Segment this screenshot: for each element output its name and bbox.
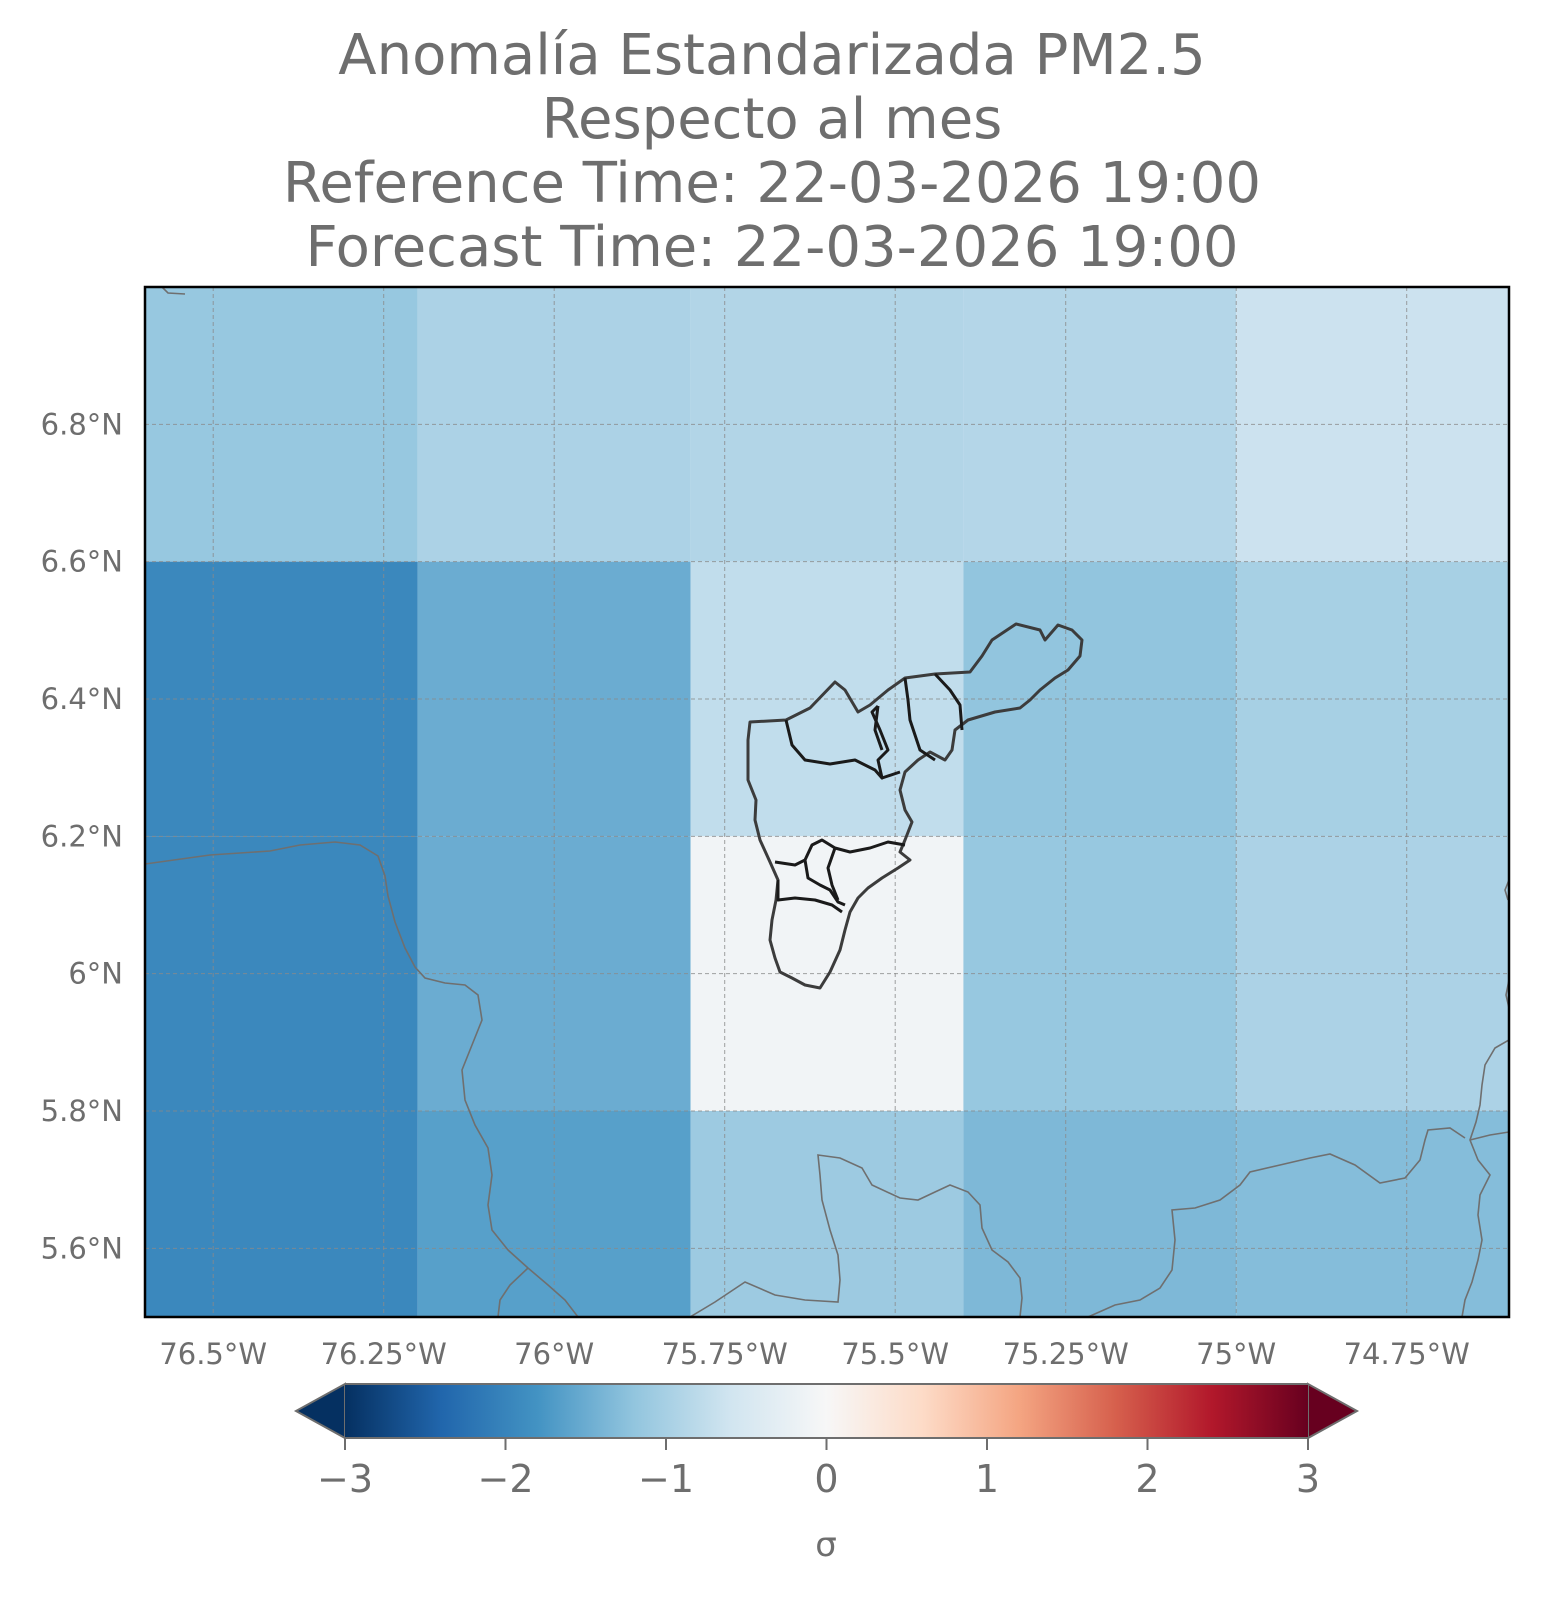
municipality-inner-north-5: [881, 770, 901, 780]
boundary-line-west: [145, 841, 529, 1269]
y-tick-label: 5.8°N: [41, 1094, 123, 1128]
x-tick-label: 76°W: [514, 1337, 594, 1371]
anomaly-cell: [145, 1111, 418, 1317]
boundary-line-south-1: [689, 1154, 1023, 1317]
colorbar-extend-high: [1307, 1382, 1360, 1440]
municipality-inner-north-4: [933, 672, 964, 731]
colorbar-tick-label: 0: [814, 1457, 838, 1501]
municipality-outline-north: [746, 622, 1084, 990]
anomaly-cell: [963, 1111, 1237, 1317]
map-gridlines: [145, 287, 1509, 1317]
colorbar-extend-low: [293, 1382, 346, 1440]
y-tick-label: 6.8°N: [41, 407, 123, 441]
colorbar-tick-label: −1: [638, 1457, 694, 1501]
boundary-line-southwest: [497, 1267, 529, 1317]
regional-boundaries: [145, 287, 1509, 1317]
anomaly-grid-cells: [145, 287, 1509, 1317]
x-tick-label: 75.75°W: [662, 1337, 788, 1371]
y-tick-label: 6.2°N: [41, 819, 123, 853]
colorbar-tick-label: −2: [477, 1457, 533, 1501]
municipality-inner-north-2: [873, 705, 884, 751]
y-tick-label: 6.4°N: [41, 682, 123, 716]
map-frame: [143, 285, 1511, 1319]
colorbar-tick-label: 1: [975, 1457, 999, 1501]
municipality-inner-central-4: [826, 847, 840, 901]
anomaly-cell: [1236, 1111, 1509, 1317]
chart-title-line-2: Respecto al mes: [541, 87, 1003, 152]
colorbar-tick-label: −3: [317, 1457, 373, 1501]
x-tick-label: 74.75°W: [1344, 1337, 1470, 1371]
boundary-line-south-central: [527, 1267, 579, 1317]
x-tick-label: 75.25°W: [1003, 1337, 1129, 1371]
colorbar-tick-label: 3: [1296, 1457, 1320, 1501]
x-tick-label: 75.5°W: [841, 1337, 949, 1371]
municipality-boundaries: [746, 622, 1084, 990]
x-tick-label: 76.25°W: [321, 1337, 447, 1371]
y-tick-label: 5.6°N: [41, 1231, 123, 1265]
boundary-line-east-edge: [1469, 1131, 1509, 1141]
y-tick-label: 6°N: [68, 957, 123, 991]
colorbar-ticks: −3 −2 −1 0 1 2 3: [317, 1438, 1320, 1501]
map-axis-labels: 76.5°W 76.25°W 76°W 75.75°W 75.5°W 75.25°W 75°…: [41, 407, 1470, 1371]
municipality-inner-north-3: [903, 677, 936, 762]
anomaly-cell: [690, 1111, 964, 1317]
colorbar-tick-label: 2: [1135, 1457, 1159, 1501]
boundary-line-south-east: [1087, 1127, 1466, 1317]
x-tick-label: 76.5°W: [159, 1337, 267, 1371]
boundary-line-east: [1461, 1039, 1509, 1317]
municipality-inner-central-1: [774, 838, 906, 867]
boundary-line-northwest: [161, 287, 186, 295]
municipality-inner-north-1: [784, 704, 890, 780]
municipality-inner-central-2: [803, 859, 846, 907]
chart-title-line-3: Reference Time: 22-03-2026 19:00: [282, 151, 1262, 216]
colorbar: −3 −2 −1 0 1 2 3 σ: [293, 1382, 1360, 1565]
chart-title-line-4: Forecast Time: 22-03-2026 19:00: [305, 215, 1239, 280]
colorbar-body: [345, 1384, 1308, 1438]
x-tick-label: 75°W: [1196, 1337, 1276, 1371]
colorbar-label: σ: [815, 1525, 837, 1565]
y-tick-label: 6.6°N: [41, 545, 123, 579]
boundary-line-east-upper: [1504, 879, 1509, 901]
municipality-inner-central-3: [776, 880, 843, 914]
chart-title-line-1: Anomalía Estandarizada PM2.5: [338, 23, 1206, 88]
